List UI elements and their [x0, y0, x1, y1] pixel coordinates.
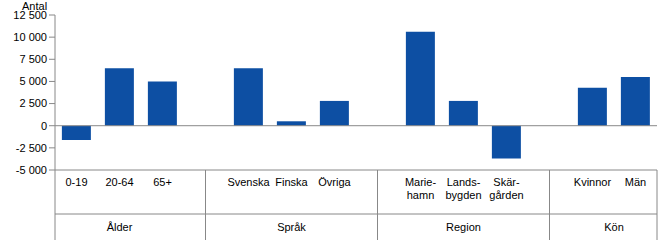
svg-text:Språk: Språk	[277, 221, 306, 233]
svg-text:Kvinnor: Kvinnor	[574, 176, 612, 188]
svg-text:Ålder: Ålder	[107, 221, 133, 233]
svg-text:0-19: 0-19	[65, 176, 87, 188]
svg-text:Kön: Kön	[604, 221, 624, 233]
svg-text:10 000: 10 000	[13, 31, 47, 43]
svg-text:Svenska: Svenska	[227, 176, 270, 188]
svg-text:65+: 65+	[153, 176, 172, 188]
svg-text:-2 500: -2 500	[16, 142, 47, 154]
svg-text:Antal: Antal	[22, 0, 47, 12]
svg-text:-5 000: -5 000	[16, 164, 47, 176]
svg-text:2 500: 2 500	[19, 97, 47, 109]
svg-text:Lands-bygden: Lands-bygden	[445, 176, 481, 201]
svg-text:7 500: 7 500	[19, 53, 47, 65]
svg-text:Män: Män	[625, 176, 646, 188]
svg-text:12 500: 12 500	[13, 9, 47, 21]
svg-text:Marie-hamn: Marie-hamn	[405, 176, 437, 201]
svg-text:0: 0	[41, 120, 47, 132]
svg-text:5 000: 5 000	[19, 75, 47, 87]
svg-text:Skär-gården: Skär-gården	[489, 176, 523, 201]
svg-text:Region: Region	[446, 221, 481, 233]
svg-text:Finska: Finska	[275, 176, 308, 188]
svg-text:20-64: 20-64	[105, 176, 133, 188]
svg-text:Övriga: Övriga	[318, 176, 351, 188]
